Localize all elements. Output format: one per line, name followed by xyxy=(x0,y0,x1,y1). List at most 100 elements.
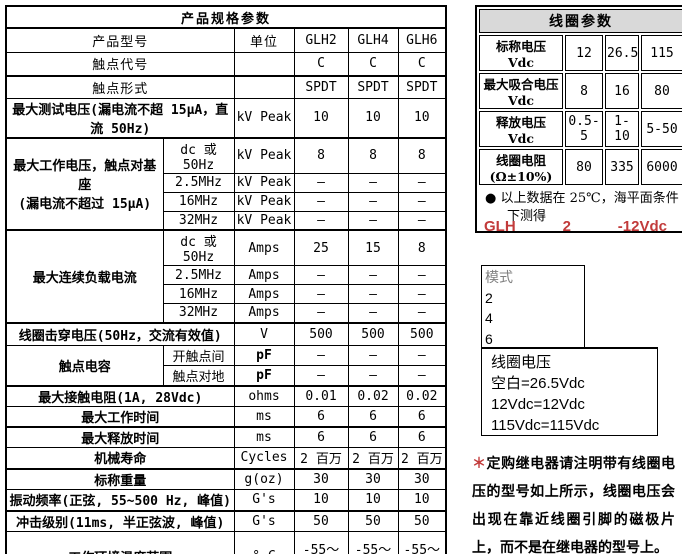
spec-table-cell: – xyxy=(293,284,349,304)
spec-table-cell: 最大释放时间 xyxy=(5,426,235,448)
spec-table-cell: 最大连续负载电流 xyxy=(5,229,164,323)
spec-table-cell: 开触点间 xyxy=(162,345,235,366)
spec-table-cell: 2.5MHz xyxy=(162,265,235,285)
spec-table-cell: -55～ +125 xyxy=(293,531,349,554)
spec-table-cell: ms xyxy=(233,406,295,428)
spec-table-cell: Cycles xyxy=(233,447,295,469)
spec-table-cell: kV Peak xyxy=(233,191,295,212)
spec-table-cell: 32MHz xyxy=(162,303,235,323)
spec-table-cell xyxy=(233,75,295,99)
coil-voltage-line: 空白=26.5Vdc xyxy=(491,375,585,392)
spec-table-cell: – xyxy=(347,303,399,323)
spec-table-cell: – xyxy=(397,365,447,387)
spec-table-cell: 10 xyxy=(397,97,447,138)
spec-table-cell: 500 xyxy=(293,321,349,346)
spec-table-cell: 0.02 xyxy=(397,385,447,407)
spec-table-cell: – xyxy=(347,265,399,285)
spec-table-cell: 触点对地 xyxy=(162,365,235,387)
spec-table-cell: SPDT xyxy=(293,75,349,99)
spec-table-cell: 触点代号 xyxy=(5,51,235,77)
spec-table-cell: GLH2 xyxy=(293,27,349,53)
spec-table-cell: – xyxy=(293,210,349,231)
spec-table-cell: 产品型号 xyxy=(5,27,235,53)
spec-table-cell: Amps xyxy=(233,265,295,285)
spec-table-cell: 2 百万 xyxy=(293,447,349,469)
spec-table-cell: 最大接触电阻(1A, 28Vdc) xyxy=(5,385,235,407)
footnote-text: 定购继电器请注明带有线圈电压的型号如上所示，线圈电压会出现在靠近线圈引脚的磁极片… xyxy=(472,456,676,554)
spec-table-cell: kV Peak xyxy=(233,172,295,193)
spec-table-cell: 2 百万 xyxy=(397,447,447,469)
spec-table-cell: SPDT xyxy=(397,75,447,99)
spec-table-cell: 机械寿命 xyxy=(5,447,235,469)
spec-table-cell: 10 xyxy=(347,489,399,511)
coil-table-cell: 标称电压 Vdc xyxy=(479,35,563,71)
spec-table-cell: 2 百万 xyxy=(347,447,399,469)
spec-table-cell: 16MHz xyxy=(162,284,235,304)
spec-table-cell: 15 xyxy=(347,229,399,266)
spec-table-cell: 500 xyxy=(347,321,399,346)
coil-voltage-line: 12Vdc=12Vdc xyxy=(491,396,585,413)
spec-table-cell: Amps xyxy=(233,284,295,304)
spec-table-cell: C xyxy=(397,51,447,77)
spec-table-cell: 8 xyxy=(293,136,349,174)
coil-table-title: 线圈参数 xyxy=(479,9,682,33)
spec-table-cell: – xyxy=(293,191,349,212)
spec-table-cell: 标称重量 xyxy=(5,467,235,490)
spec-table-cell: 2.5MHz xyxy=(162,172,235,193)
spec-table-cell: 10 xyxy=(347,97,399,138)
coil-table: 线圈参数 标称电压 Vdc 12 26.5 115 最大吸合电压 Vdc 8 16 80 释放电压… xyxy=(475,5,682,233)
spec-table-cell: – xyxy=(397,345,447,366)
spec-table-cell: 单位 xyxy=(233,27,295,53)
coil-table-cell: 80 xyxy=(565,149,603,185)
coil-table-note: ● 以上数据在 25℃，海平面条件下测得 xyxy=(485,191,679,224)
spec-table-cell: GLH6 xyxy=(397,27,447,53)
spec-table-cell: – xyxy=(293,303,349,323)
spec-table-cell: – xyxy=(347,345,399,366)
spec-table-cell: – xyxy=(397,210,447,231)
spec-table-title: 产品规格参数 xyxy=(5,5,447,29)
spec-table-cell: 最大工作电压，触点对基座 (漏电流不超过 15μA) xyxy=(5,136,164,231)
mode-box: 模式 2 4 6 xyxy=(481,265,585,348)
model-coil-voltage: -12Vdc xyxy=(617,218,667,235)
spec-table-cell: 8 xyxy=(347,136,399,174)
spec-table-cell: C xyxy=(293,51,349,77)
model-code-line: GLH 2 -12Vdc xyxy=(484,218,667,235)
spec-table-cell: – xyxy=(293,365,349,387)
model-series: GLH xyxy=(484,218,516,235)
spec-table-cell: – xyxy=(293,345,349,366)
spec-table-cell: 50 xyxy=(397,509,447,532)
spec-table-cell: – xyxy=(347,284,399,304)
coil-table-cell: 16 xyxy=(605,73,639,109)
ordering-footnote: ＊定购继电器请注明带有线圈电压的型号如上所示，线圈电压会出现在靠近线圈引脚的磁极… xyxy=(472,450,675,554)
coil-table-cell: 5-50 xyxy=(641,111,682,147)
spec-table-cell: Amps xyxy=(233,303,295,323)
spec-table-cell: kV Peak xyxy=(233,136,295,174)
spec-table-cell: 30 xyxy=(347,467,399,490)
spec-table-cell: kV Peak xyxy=(233,97,295,138)
spec-table-cell: V xyxy=(233,321,295,346)
spec-table-cell: 0.02 xyxy=(347,385,399,407)
mode-box-title: 模式 xyxy=(485,269,513,285)
spec-table-cell: 30 xyxy=(397,467,447,490)
spec-table-cell: – xyxy=(347,191,399,212)
spec-table: 产品规格参数 产品型号 单位 GLH2 GLH4 GLH6 触点代号 C C C 触点形式 SPDT S… xyxy=(5,5,448,554)
spec-table-cell: dc 或 50Hz xyxy=(162,229,235,266)
coil-table-cell: 26.5 xyxy=(605,35,639,71)
coil-table-cell: 线圈电阻 (Ω±10%) xyxy=(479,149,563,185)
spec-table-cell: 25 xyxy=(293,229,349,266)
spec-table-cell: – xyxy=(397,265,447,285)
spec-table-cell: 6 xyxy=(397,426,447,448)
coil-table-cell: 释放电压 Vdc xyxy=(479,111,563,147)
spec-table-cell: -55～ +125 xyxy=(347,531,399,554)
spec-table-cell: 线圈击穿电压(50Hz，交流有效值) xyxy=(5,321,235,346)
coil-table-cell: 335 xyxy=(605,149,639,185)
spec-table-cell: – xyxy=(347,365,399,387)
spec-table-cell: 8 xyxy=(397,229,447,266)
coil-table-cell: 12 xyxy=(565,35,603,71)
spec-table-cell: 50 xyxy=(293,509,349,532)
spec-table-cell: 触点电容 xyxy=(5,345,164,387)
coil-voltage-line: 115Vdc=115Vdc xyxy=(491,417,600,434)
coil-table-cell: 1-10 xyxy=(605,111,639,147)
spec-table-cell: 30 xyxy=(293,467,349,490)
